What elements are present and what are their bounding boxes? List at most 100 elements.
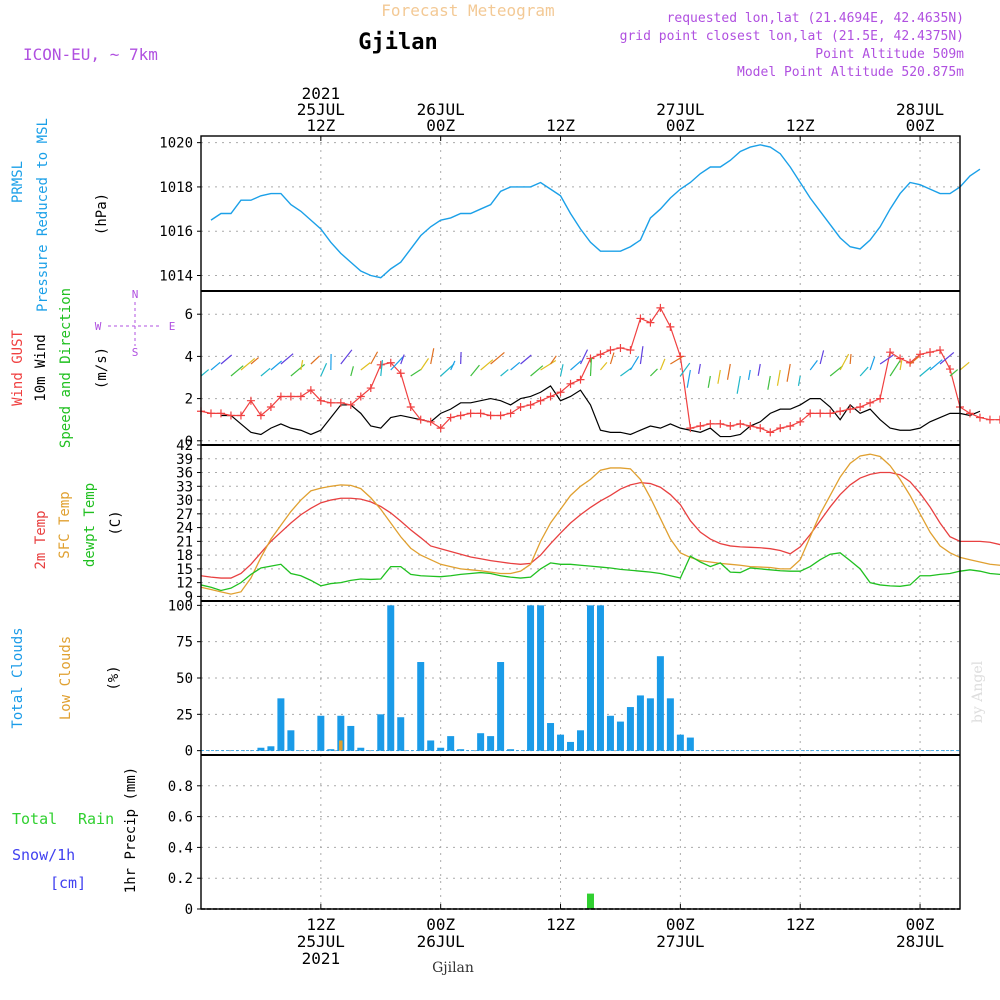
- wind-arrow: [707, 375, 711, 388]
- snow-label: Snow/1h: [12, 846, 75, 864]
- clouds-panel: 0 25 50 75 100: [168, 598, 960, 760]
- gust-marker: [286, 392, 295, 401]
- total-cloud-bar: [447, 736, 455, 751]
- wind-arrow: [350, 366, 354, 377]
- gust-marker: [386, 358, 395, 367]
- wind-unit: (m/s): [94, 347, 110, 389]
- wind-arrow: [899, 360, 903, 371]
- wind-arrow: [736, 375, 741, 394]
- gust-marker: [566, 379, 575, 388]
- gust-marker: [526, 400, 535, 409]
- wind-speed-dir-label: Speed and Direction: [58, 288, 74, 448]
- wind-arrow: [400, 354, 405, 365]
- precip-unit: 1hr Precip (mm): [123, 767, 139, 893]
- y-tick-label: 0.8: [168, 779, 193, 795]
- y-tick-label: 30: [176, 493, 193, 509]
- y-tick-label: 9: [185, 589, 193, 605]
- wind-arrow: [717, 369, 721, 384]
- gust-marker: [246, 396, 255, 405]
- wind-arrow: [670, 356, 683, 365]
- prmsl-label: PRMSL: [10, 161, 26, 203]
- wind-arrow: [609, 352, 615, 365]
- t2m-line: [200, 471, 1000, 579]
- top-time-label: 28JUL: [896, 100, 944, 119]
- total-cloud-bar: [347, 725, 355, 751]
- y-tick-label: 25: [176, 707, 193, 723]
- dewpt-label: dewpt Temp: [82, 483, 98, 567]
- gust-marker: [656, 303, 665, 312]
- gust-marker: [476, 409, 485, 418]
- wind-arrow: [959, 361, 970, 371]
- y-tick-label: 12: [176, 576, 193, 592]
- gust-marker: [576, 375, 585, 384]
- total-cloud-bar: [417, 662, 425, 751]
- total-cloud-bar: [427, 740, 435, 751]
- pressure-panel-labels: PRMSL Pressure Reduced to MSL (hPa): [10, 118, 110, 312]
- wind-arrow: [659, 358, 666, 371]
- gust-marker: [856, 403, 865, 412]
- chart-title: Forecast Meteogram: [381, 1, 554, 20]
- y-tick-label: 2: [185, 392, 193, 408]
- wind-arrow: [919, 366, 932, 377]
- wind-arrow: [240, 357, 256, 371]
- total-cloud-bar: [686, 737, 694, 751]
- top-time-label: 27JUL: [656, 100, 704, 119]
- wind-arrow: [757, 363, 761, 376]
- gust-marker: [676, 352, 685, 361]
- precip-panel: 0 0.2 0.4 0.6 0.8: [168, 755, 960, 918]
- wind-arrow: [430, 348, 435, 365]
- total-cloud-bar: [337, 715, 345, 751]
- bottom-time-label: 00Z: [906, 915, 935, 934]
- total-cloud-bar: [397, 717, 405, 751]
- total-cloud-bar: [287, 730, 295, 751]
- wind-arrow: [270, 360, 283, 371]
- wind-arrow: [520, 354, 532, 365]
- gust-marker: [846, 405, 855, 414]
- wind-arrow: [200, 369, 210, 377]
- wind-arrow: [390, 356, 404, 371]
- gust-marker: [516, 403, 525, 412]
- wind-arrow: [859, 366, 869, 377]
- total-cloud-bar: [457, 749, 465, 751]
- total-cloud-bar: [257, 747, 265, 751]
- wind-arrow: [809, 360, 818, 371]
- y-tick-label: 1020: [159, 136, 193, 152]
- gust-marker: [696, 422, 705, 431]
- gust-marker: [995, 415, 1000, 424]
- total-cloud-bar: [626, 707, 634, 751]
- total-cloud-bar: [646, 698, 654, 751]
- y-tick-label: 33: [176, 479, 193, 495]
- total-cloud-bar: [267, 746, 275, 751]
- wind-arrow: [440, 363, 455, 377]
- gust-marker: [216, 409, 225, 418]
- watermark: by Angel: [970, 660, 986, 723]
- top-time-label: 25JUL: [297, 100, 345, 119]
- total-cloud-bar: [277, 698, 285, 751]
- gust-marker: [426, 417, 435, 426]
- total-cloud-bar: [537, 605, 545, 751]
- y-tick-label: 0: [185, 902, 193, 918]
- total-label: Total: [12, 810, 57, 828]
- plot-layer: 1014101610181020024691215182124273033363…: [159, 84, 1000, 968]
- gust-marker: [866, 398, 875, 407]
- wind-arrow: [889, 360, 901, 377]
- wind-arrow: [250, 357, 259, 365]
- gust-marker: [626, 346, 635, 355]
- total-cloud-bar: [636, 695, 644, 751]
- total-cloud-bar: [676, 734, 684, 751]
- total-cloud-bar: [507, 749, 515, 751]
- top-time-label: 26JUL: [417, 100, 465, 119]
- compass-north: N: [132, 288, 139, 301]
- gust-marker: [436, 424, 445, 433]
- wind-arrow: [698, 363, 701, 374]
- gust-marker: [746, 422, 755, 431]
- wind-arrow: [639, 346, 644, 365]
- gust-marker: [766, 428, 775, 437]
- bottom-time-label: 28JUL: [896, 932, 944, 951]
- model-label: ICON-EU, ~ 7km: [23, 45, 158, 64]
- total-cloud-bar: [656, 656, 664, 751]
- top-time-label: 12Z: [306, 116, 335, 135]
- snow-unit-label: [cm]: [50, 874, 86, 892]
- wind-arrow: [589, 357, 593, 377]
- gust-marker: [456, 411, 465, 420]
